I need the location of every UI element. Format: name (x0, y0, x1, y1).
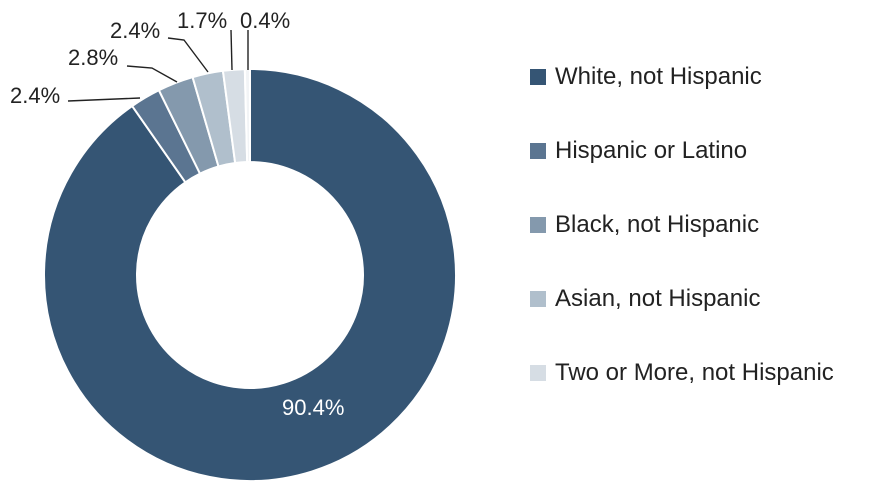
data-label-0: 90.4% (282, 395, 344, 420)
legend-label-3: Asian, not Hispanic (555, 285, 761, 312)
data-label-4: 1.7% (177, 8, 227, 33)
legend-swatch-4 (530, 365, 546, 381)
legend-swatch-0 (530, 69, 546, 85)
data-label-2: 2.8% (68, 45, 118, 70)
legend-swatch-3 (530, 291, 546, 307)
legend-swatch-2 (530, 217, 546, 233)
data-label-1: 2.4% (10, 83, 60, 108)
donut-slices (43, 67, 457, 482)
legend-label-2: Black, not Hispanic (555, 211, 760, 238)
slice-5 (243, 67, 251, 164)
legend-item-3: Asian, not Hispanic (530, 284, 760, 314)
leader-lines (67, 29, 249, 102)
leader-line-4 (230, 29, 233, 71)
slice-0 (43, 67, 457, 482)
legend-item-4: Two or More, not Hispanic (530, 358, 834, 388)
legend-swatch-1 (530, 143, 546, 159)
leader-line-1 (67, 97, 141, 102)
data-label-5: 0.4% (240, 8, 290, 33)
legend-item-0: White, not Hispanic (530, 62, 762, 92)
legend-item-2: Black, not Hispanic (530, 210, 759, 240)
legend-label-1: Hispanic or Latino (555, 137, 748, 164)
leader-line-2 (126, 65, 178, 83)
leader-line-3 (167, 37, 209, 73)
legend-label-0: White, not Hispanic (555, 63, 762, 90)
legend-item-1: Hispanic or Latino (530, 136, 747, 166)
legend-label-4: Two or More, not Hispanic (555, 359, 834, 386)
data-labels: 90.4%2.4%2.8%2.4% 1.7% 0.4% (10, 8, 344, 420)
data-label-3: 2.4% (110, 18, 160, 43)
